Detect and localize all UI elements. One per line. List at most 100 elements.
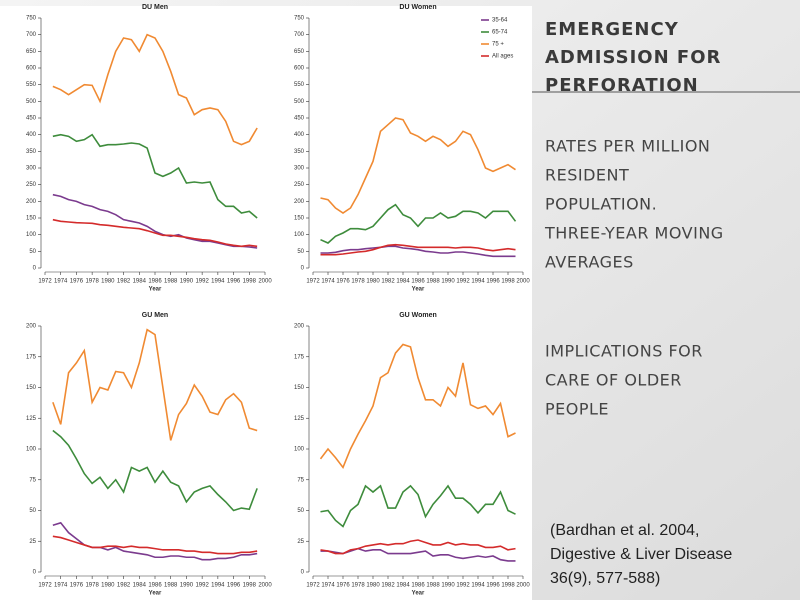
chart-panel — [0, 6, 532, 600]
y-tick-label: 25 — [29, 539, 36, 545]
series-line — [52, 429, 258, 512]
x-tick-label: 1986 — [411, 279, 425, 285]
y-tick-label: 250 — [294, 182, 305, 188]
x-tick-label: 1992 — [456, 279, 470, 285]
x-tick-label: 1990 — [180, 583, 194, 589]
y-tick-label: 100 — [294, 447, 305, 453]
series-line — [320, 547, 516, 562]
x-tick-label: 1992 — [195, 583, 209, 589]
y-tick-label: 125 — [294, 416, 305, 422]
series-line — [52, 328, 258, 441]
x-tick-label: 2000 — [516, 279, 530, 285]
y-tick-label: 350 — [294, 149, 305, 155]
series-line — [52, 133, 258, 219]
implications: PEOPLE — [545, 400, 609, 419]
x-tick-label: 1994 — [211, 583, 225, 589]
series-line — [52, 535, 258, 555]
x-tick-label: 1982 — [381, 583, 395, 589]
series-line — [320, 539, 516, 555]
x-tick-label: 1992 — [195, 279, 209, 285]
x-tick-label: 1980 — [366, 583, 380, 589]
x-tick-label: 1988 — [426, 279, 440, 285]
x-tick-label: 1990 — [441, 583, 455, 589]
y-tick-label: 350 — [26, 149, 37, 155]
y-tick-label: 600 — [26, 66, 37, 72]
x-tick-label: 1996 — [227, 279, 241, 285]
chart-title: GU Women — [399, 312, 437, 319]
x-tick-label: 1982 — [117, 279, 131, 285]
y-tick-label: 175 — [294, 354, 305, 360]
y-tick-label: 700 — [294, 32, 305, 38]
y-tick-label: 450 — [26, 116, 37, 122]
series-line — [52, 218, 258, 248]
heading: EMERGENCY — [545, 19, 679, 40]
chart-title: DU Women — [399, 4, 436, 11]
x-tick-label: 1976 — [70, 279, 84, 285]
y-tick-label: 100 — [26, 232, 37, 238]
x-tick-label: 1986 — [148, 279, 162, 285]
y-tick-label: 100 — [26, 447, 37, 453]
y-tick-label: 25 — [297, 539, 304, 545]
x-tick-label: 1998 — [243, 279, 257, 285]
x-axis-label: Year — [149, 591, 162, 597]
series-line — [320, 117, 516, 214]
y-tick-label: 200 — [294, 324, 305, 330]
y-tick-label: 200 — [26, 324, 37, 330]
series-line — [320, 245, 516, 258]
x-tick-label: 1974 — [321, 279, 335, 285]
y-tick-label: 700 — [26, 32, 37, 38]
y-tick-label: 150 — [26, 385, 37, 391]
y-tick-label: 175 — [26, 354, 37, 360]
x-tick-label: 1982 — [381, 279, 395, 285]
y-tick-label: 75 — [297, 477, 304, 483]
x-tick-label: 1990 — [441, 279, 455, 285]
x-tick-label: 2000 — [516, 583, 530, 589]
x-axis-label: Year — [412, 591, 425, 597]
series-line — [320, 203, 517, 244]
y-tick-label: 550 — [294, 82, 305, 88]
y-tick-label: 100 — [294, 232, 305, 238]
x-tick-label: 1974 — [54, 279, 68, 285]
x-axis-label: Year — [412, 287, 425, 293]
x-tick-label: 1990 — [180, 279, 194, 285]
y-tick-label: 500 — [26, 99, 37, 105]
y-tick-label: 0 — [301, 266, 305, 272]
legend-label: 35-64 — [492, 18, 508, 24]
x-tick-label: 1978 — [351, 279, 365, 285]
x-tick-label: 1988 — [426, 583, 440, 589]
x-tick-label: 1980 — [366, 279, 380, 285]
chart-title: GU Men — [142, 312, 168, 319]
y-tick-label: 0 — [301, 570, 305, 576]
chart-title: DU Men — [142, 4, 168, 11]
x-tick-label: 1974 — [321, 583, 335, 589]
x-tick-label: 1978 — [85, 583, 99, 589]
x-tick-label: 1984 — [133, 279, 147, 285]
heading: ADMISSION FOR — [545, 47, 721, 68]
y-tick-label: 450 — [294, 116, 305, 122]
x-tick-label: 1984 — [396, 279, 410, 285]
x-tick-label: 1994 — [471, 583, 485, 589]
subtitle: POPULATION. — [545, 195, 657, 214]
y-tick-label: 400 — [294, 132, 305, 138]
y-tick-label: 200 — [294, 199, 305, 205]
x-tick-label: 2000 — [258, 583, 272, 589]
x-axis-label: Year — [149, 287, 162, 293]
subtitle: THREE-YEAR MOVING — [544, 224, 724, 243]
y-tick-label: 650 — [26, 49, 37, 55]
x-tick-label: 1980 — [101, 279, 115, 285]
y-tick-label: 400 — [26, 132, 37, 138]
y-tick-label: 750 — [294, 16, 305, 22]
y-tick-label: 300 — [294, 166, 305, 172]
x-tick-label: 1974 — [54, 583, 68, 589]
subtitle: RATES PER MILLION — [545, 137, 710, 156]
y-tick-label: 150 — [26, 216, 37, 222]
x-tick-label: 1984 — [133, 583, 147, 589]
y-tick-label: 0 — [33, 570, 37, 576]
y-tick-label: 75 — [29, 477, 36, 483]
y-tick-label: 50 — [29, 249, 36, 255]
citation: Digestive & Liver Disease — [550, 546, 732, 563]
x-tick-label: 1994 — [211, 279, 225, 285]
y-tick-label: 150 — [294, 385, 305, 391]
x-tick-label: 1986 — [411, 583, 425, 589]
